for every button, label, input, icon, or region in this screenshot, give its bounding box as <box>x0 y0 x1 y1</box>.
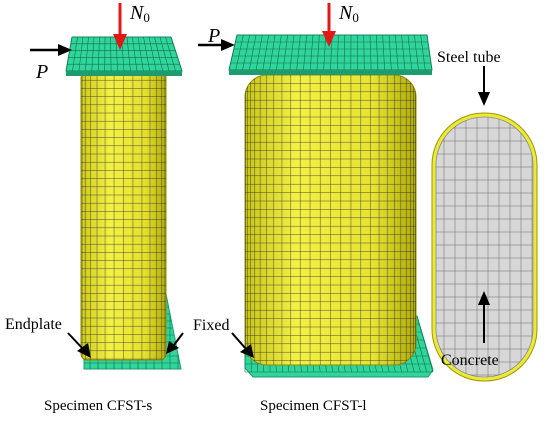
caption-specimen-s: Specimen CFST-s <box>44 398 152 414</box>
caption-specimen-l: Specimen CFST-l <box>260 398 367 414</box>
endplate-label: Endplate <box>5 316 62 333</box>
steel-tube-s <box>80 71 167 361</box>
specimen-cfst-s <box>65 36 183 370</box>
endplate-top-s <box>65 36 183 76</box>
steel-tube-l <box>244 74 417 366</box>
lateral-load-arrow-l <box>198 39 235 51</box>
lateral-load-label-l: P <box>207 25 220 47</box>
axial-load-arrow-l <box>322 3 336 47</box>
pointer-arrow-concrete <box>478 291 490 343</box>
specimen-cfst-l <box>228 34 434 378</box>
concrete-label: Concrete <box>441 352 499 369</box>
steel-tube-label: Steel tube <box>437 49 501 66</box>
cross-section <box>431 112 538 382</box>
axial-load-label-l: N0 <box>338 2 359 25</box>
pointer-arrow-fixed-s <box>166 332 184 354</box>
lateral-load-label-s: P <box>35 61 48 83</box>
axial-load-arrow-s <box>113 3 127 50</box>
pointer-arrow-endplate <box>67 332 91 358</box>
pointer-arrow-steel-tube <box>478 66 490 106</box>
lateral-load-arrow-s <box>30 44 72 56</box>
fixed-label: Fixed <box>193 317 229 334</box>
pointer-arrow-fixed-l <box>231 332 254 358</box>
endplate-top-l <box>228 34 433 75</box>
axial-load-label-s: N0 <box>129 2 150 25</box>
